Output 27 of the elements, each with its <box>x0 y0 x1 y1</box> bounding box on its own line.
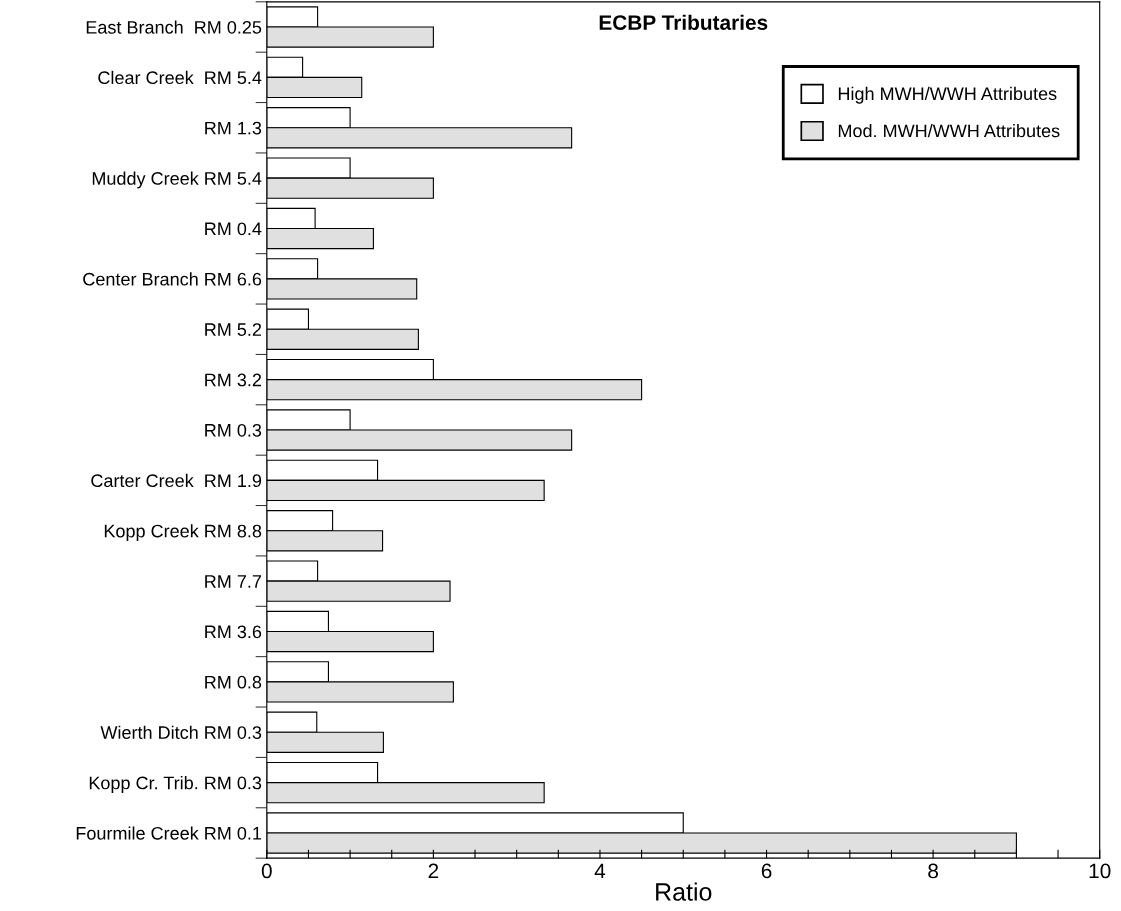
y-tick-label: RM 0.3 <box>205 423 262 437</box>
y-tick-label: Carter Creek RM 1.9 <box>91 473 262 488</box>
y-tick-label: Center Branch RM 6.6 <box>83 272 262 286</box>
y-tick-label: RM 3.2 <box>205 373 262 387</box>
x-tick-label: 0 <box>261 863 272 879</box>
x-tick-label: 2 <box>428 863 439 879</box>
y-tick-label: RM 5.2 <box>205 323 262 336</box>
chart-title: ECBP Tributaries <box>599 14 768 30</box>
legend-label: Mod. MWH/WWH Attributes <box>838 123 1060 138</box>
legend-label: High MWH/WWH Attributes <box>838 86 1057 104</box>
x-tick-label: 8 <box>928 863 939 879</box>
y-tick-label: Clear Creek RM 5.4 <box>98 70 262 85</box>
y-tick-label: Kopp Cr. Trib. RM 0.3 <box>89 776 262 793</box>
y-tick-label: RM 3.6 <box>205 625 262 639</box>
y-tick-label: Muddy Creek RM 5.4 <box>92 171 262 189</box>
y-tick-label: Fourmile Creek RM 0.1 <box>76 826 262 840</box>
y-tick-label: RM 7.7 <box>205 575 262 588</box>
y-tick-label: Kopp Creek RM 8.8 <box>104 524 262 542</box>
x-tick-label: 10 <box>1089 863 1111 879</box>
y-tick-label: RM 0.4 <box>205 222 262 236</box>
x-tick-label: 4 <box>594 863 606 879</box>
y-tick-label: Wierth Ditch RM 0.3 <box>100 725 262 739</box>
y-tick-label: East Branch RM 0.25 <box>86 20 262 34</box>
x-axis-title: Ratio <box>656 882 712 901</box>
y-tick-label: RM 0.8 <box>205 675 262 689</box>
y-tick-label: RM 1.3 <box>205 121 262 135</box>
x-tick-label: 6 <box>761 863 772 879</box>
